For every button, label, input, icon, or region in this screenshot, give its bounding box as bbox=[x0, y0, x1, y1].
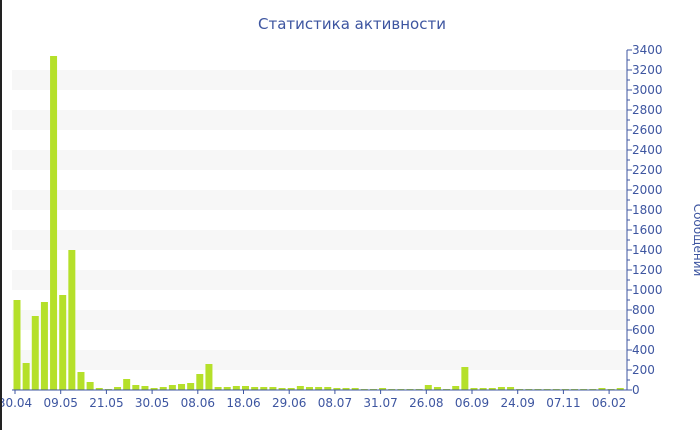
y-tick-label: 2200 bbox=[632, 163, 663, 177]
bar bbox=[488, 388, 496, 390]
y-tick-label: 800 bbox=[632, 303, 655, 317]
bar bbox=[150, 388, 158, 390]
bar bbox=[178, 384, 186, 390]
x-tick-label: 18.06 bbox=[226, 396, 260, 410]
grid-band bbox=[12, 270, 627, 290]
bar bbox=[324, 387, 332, 390]
y-tick-label: 400 bbox=[632, 343, 655, 357]
x-tick-label: 07.11 bbox=[546, 396, 580, 410]
y-tick-label: 600 bbox=[632, 323, 655, 337]
bar bbox=[214, 387, 222, 390]
bar bbox=[433, 387, 441, 390]
bar bbox=[187, 383, 195, 390]
bar bbox=[470, 388, 478, 390]
bar bbox=[305, 387, 313, 390]
y-tick-label: 3200 bbox=[632, 63, 663, 77]
y-tick-label: 1600 bbox=[632, 223, 663, 237]
bar bbox=[424, 385, 432, 390]
grid-band bbox=[12, 310, 627, 330]
bar bbox=[40, 302, 48, 390]
bar bbox=[22, 363, 30, 390]
bar bbox=[497, 387, 505, 390]
y-axis-label: Сообщений bbox=[691, 204, 700, 277]
grid-band bbox=[12, 110, 627, 130]
grid-band bbox=[12, 190, 627, 210]
bar bbox=[223, 387, 231, 390]
bar bbox=[507, 387, 515, 390]
y-tick-label: 2400 bbox=[632, 143, 663, 157]
bar bbox=[77, 372, 85, 390]
bar bbox=[296, 386, 304, 390]
x-tick-label: 30.05 bbox=[135, 396, 169, 410]
x-tick-label: 06.02 bbox=[592, 396, 626, 410]
x-tick-label: 29.06 bbox=[272, 396, 306, 410]
bar bbox=[260, 387, 268, 390]
bar bbox=[59, 295, 67, 390]
x-tick-label: 30.04 bbox=[2, 396, 32, 410]
bar bbox=[114, 387, 122, 390]
x-tick-label: 24.09 bbox=[501, 396, 535, 410]
bar bbox=[95, 388, 103, 390]
y-tick-label: 0 bbox=[632, 383, 640, 397]
bar bbox=[168, 385, 176, 390]
y-tick-label: 1000 bbox=[632, 283, 663, 297]
bar bbox=[251, 387, 259, 390]
bar bbox=[479, 388, 487, 390]
y-tick-label: 200 bbox=[632, 363, 655, 377]
y-tick-label: 2000 bbox=[632, 183, 663, 197]
bar bbox=[269, 387, 277, 390]
chart-title: Статистика активности bbox=[258, 15, 446, 33]
bar bbox=[598, 388, 606, 390]
bar bbox=[461, 367, 469, 390]
bar bbox=[123, 379, 131, 390]
y-tick-label: 1400 bbox=[632, 243, 663, 257]
bar bbox=[351, 388, 359, 390]
bar bbox=[50, 56, 58, 390]
bar bbox=[452, 386, 460, 390]
x-tick-label: 06.09 bbox=[455, 396, 489, 410]
bar bbox=[232, 386, 240, 390]
y-tick-label: 3400 bbox=[632, 43, 663, 57]
y-tick-label: 2600 bbox=[632, 123, 663, 137]
grid-band bbox=[12, 350, 627, 370]
y-tick-label: 1200 bbox=[632, 263, 663, 277]
x-tick-label: 26.08 bbox=[409, 396, 443, 410]
bar bbox=[132, 385, 140, 390]
bar bbox=[31, 316, 39, 390]
x-tick-label: 31.07 bbox=[363, 396, 397, 410]
x-tick-label: 08.06 bbox=[181, 396, 215, 410]
x-tick-label: 08.07 bbox=[318, 396, 352, 410]
y-tick-label: 1800 bbox=[632, 203, 663, 217]
grid-band bbox=[12, 150, 627, 170]
y-tick-label: 3000 bbox=[632, 83, 663, 97]
x-tick-label: 21.05 bbox=[89, 396, 123, 410]
bar bbox=[242, 386, 249, 390]
bar bbox=[196, 374, 204, 390]
bar bbox=[86, 382, 94, 390]
bar bbox=[616, 388, 624, 390]
x-tick-label: 09.05 bbox=[44, 396, 78, 410]
grid-band bbox=[12, 230, 627, 250]
bar bbox=[278, 388, 286, 390]
bar bbox=[13, 300, 21, 390]
y-tick-label: 2800 bbox=[632, 103, 663, 117]
bar bbox=[315, 387, 323, 390]
bar bbox=[287, 388, 295, 390]
bar bbox=[159, 387, 167, 390]
bar bbox=[379, 388, 387, 390]
bar bbox=[333, 388, 341, 390]
grid-band bbox=[12, 70, 627, 90]
bar bbox=[342, 388, 350, 390]
bar bbox=[141, 386, 149, 390]
bar bbox=[205, 364, 213, 390]
bar bbox=[68, 250, 76, 390]
